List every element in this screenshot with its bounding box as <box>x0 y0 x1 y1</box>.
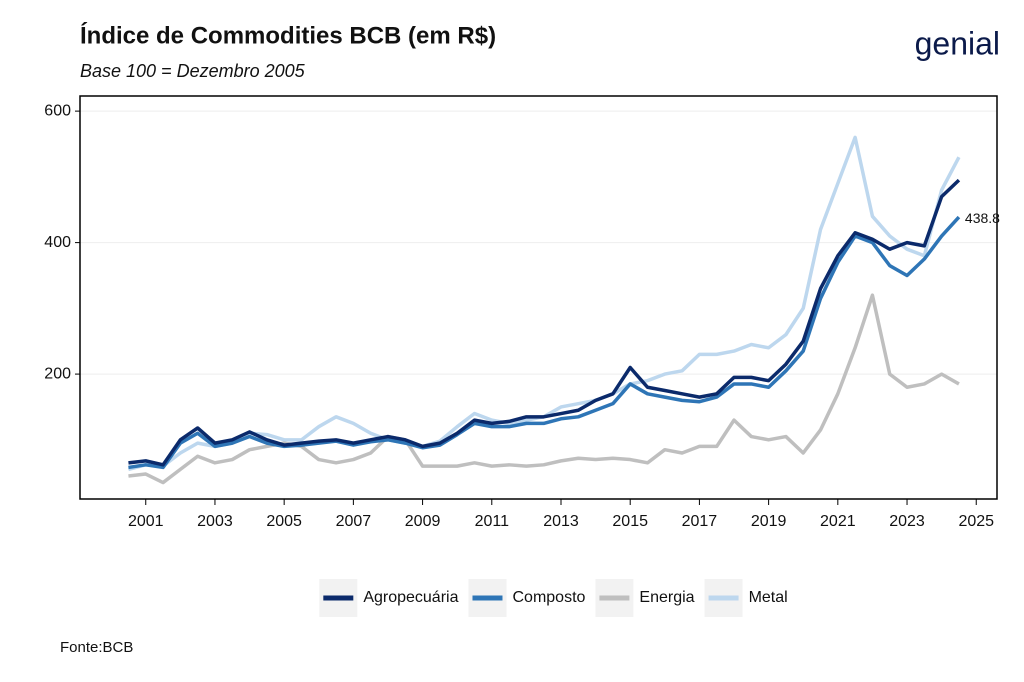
chart-subtitle: Base 100 = Dezembro 2005 <box>80 61 306 81</box>
series-line <box>128 178 961 467</box>
x-tick-label: 2019 <box>751 513 787 530</box>
x-tick-label: 2021 <box>820 513 856 530</box>
y-tick-label: 200 <box>44 365 71 382</box>
legend-label: Agropecuária <box>363 589 458 606</box>
legend-item: Agropecuária <box>319 579 459 617</box>
y-tick-label: 400 <box>44 234 71 251</box>
x-tick-label: 2017 <box>682 513 718 530</box>
x-tick-label: 2003 <box>197 513 233 530</box>
x-tick-label: 2025 <box>958 513 994 530</box>
x-tick-label: 2009 <box>405 513 441 530</box>
x-tick-label: 2007 <box>336 513 372 530</box>
logo: genial <box>915 25 1000 61</box>
series-line <box>128 215 961 470</box>
source: Fonte:BCB <box>60 639 133 656</box>
series-line <box>127 135 961 472</box>
x-tick-label: 2005 <box>266 513 302 530</box>
legend-item: Energia <box>595 579 695 617</box>
x-tick-label: 2011 <box>475 513 510 530</box>
y-tick-label: 600 <box>44 102 71 119</box>
legend-label: Composto <box>512 589 585 606</box>
series-line <box>128 293 960 485</box>
x-tick-label: 2023 <box>889 513 925 530</box>
legend-item: Composto <box>468 579 586 617</box>
legend-label: Energia <box>639 589 694 606</box>
chart-title: Índice de Commodities BCB (em R$) <box>80 21 496 49</box>
legend-label: Metal <box>749 589 788 606</box>
x-tick-label: 2001 <box>128 513 164 530</box>
x-tick-label: 2015 <box>612 513 648 530</box>
plot-frame <box>79 95 998 500</box>
annotation: 438.8 <box>965 210 1000 226</box>
legend-item: Metal <box>704 579 788 617</box>
x-tick-label: 2013 <box>543 513 579 530</box>
